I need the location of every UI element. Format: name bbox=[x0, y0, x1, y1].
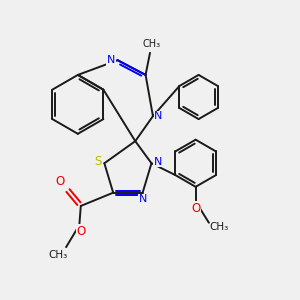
Text: O: O bbox=[76, 225, 86, 238]
Text: N: N bbox=[154, 111, 162, 121]
Text: CH₃: CH₃ bbox=[210, 222, 229, 232]
Text: O: O bbox=[55, 175, 64, 188]
Text: CH₃: CH₃ bbox=[142, 39, 160, 49]
Text: N: N bbox=[139, 194, 147, 204]
Text: CH₃: CH₃ bbox=[48, 250, 68, 260]
Text: O: O bbox=[191, 202, 200, 214]
Text: S: S bbox=[94, 155, 102, 168]
Text: N: N bbox=[107, 55, 115, 65]
Text: N: N bbox=[154, 157, 162, 167]
